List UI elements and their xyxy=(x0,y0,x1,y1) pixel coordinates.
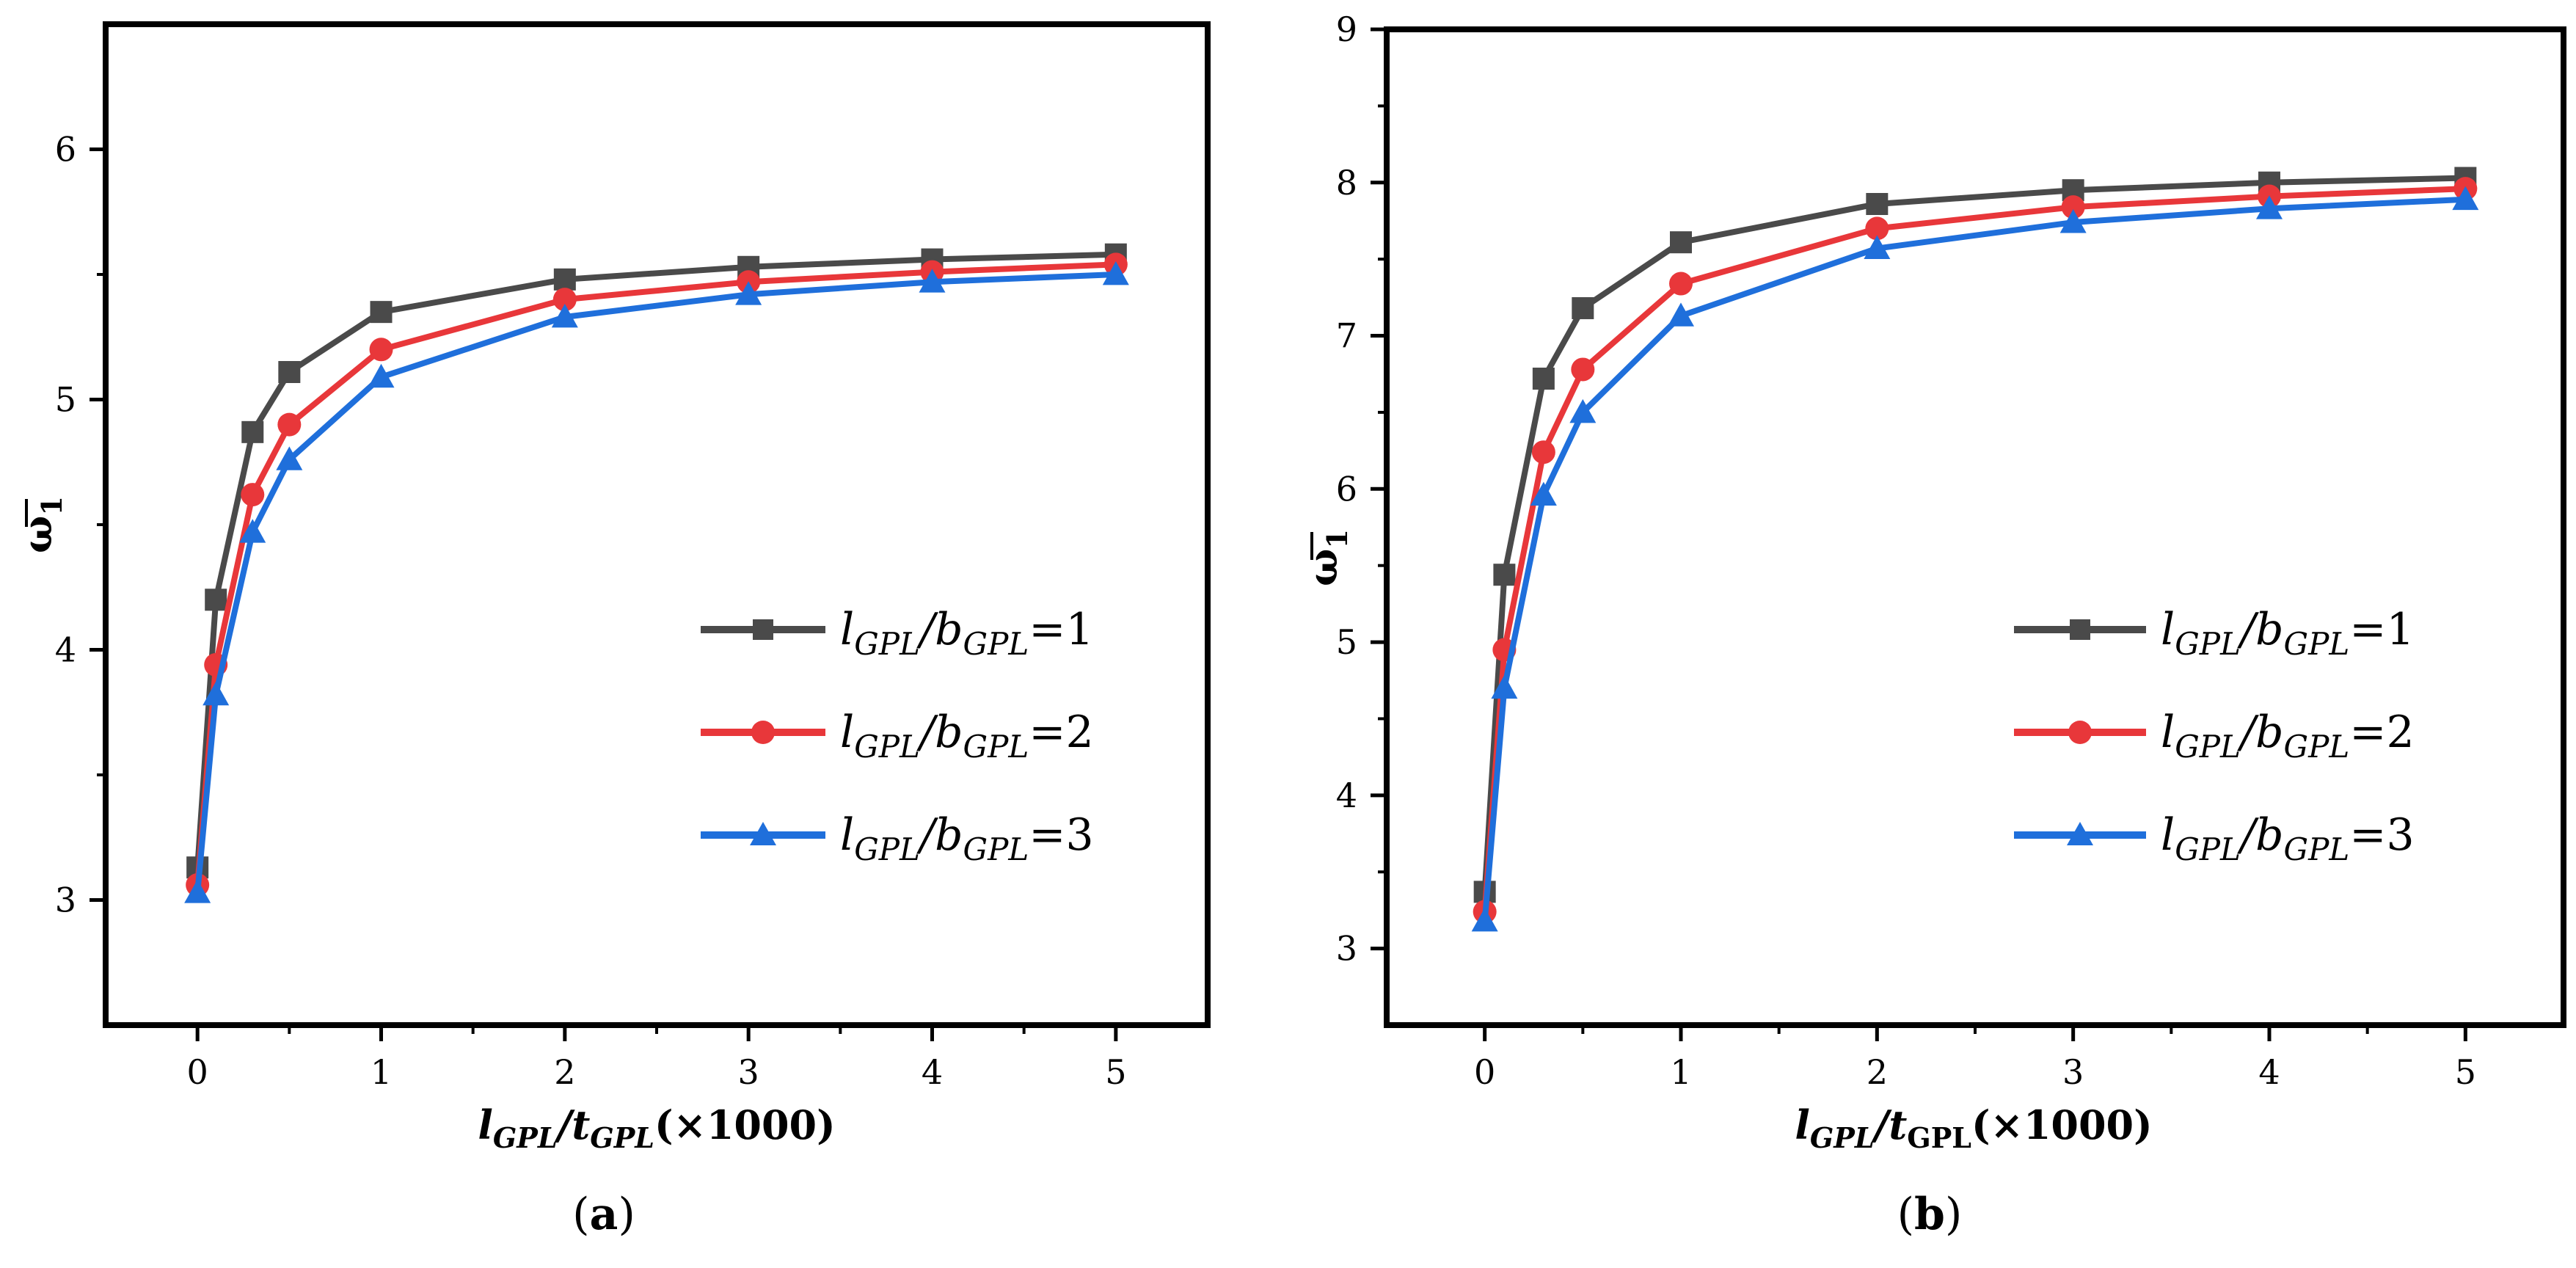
data-point-b-3 xyxy=(2452,186,2479,211)
series-line-a-1 xyxy=(194,251,1116,868)
series-line-b-1 xyxy=(1481,175,2466,892)
data-point-b-2 xyxy=(2061,195,2085,219)
legend-label-a-2: lGPL/bGPL=3 xyxy=(840,809,1094,867)
legend-marker-b-0 xyxy=(2070,619,2090,640)
series-line-b-3 xyxy=(1481,196,2466,922)
data-point-a-1 xyxy=(370,301,393,324)
x-tick-label-a: 0 xyxy=(187,1052,208,1092)
data-point-a-3 xyxy=(276,446,303,470)
y-tick-label-a: 6 xyxy=(55,130,76,170)
x-tick-label-a: 4 xyxy=(922,1052,943,1092)
data-point-b-2 xyxy=(1571,357,1595,382)
data-point-b-3 xyxy=(1530,481,1557,506)
data-point-b-1 xyxy=(1493,564,1516,586)
data-point-a-3 xyxy=(368,363,395,388)
legend-label-b-1: lGPL/bGPL=2 xyxy=(2161,707,2415,765)
data-point-b-1 xyxy=(1866,192,1889,215)
x-tick-label-a: 3 xyxy=(738,1052,759,1092)
data-point-b-2 xyxy=(1669,272,1693,296)
data-point-b-3 xyxy=(1491,674,1518,699)
data-point-a-3 xyxy=(202,681,230,706)
data-point-a-3 xyxy=(184,879,211,903)
data-point-b-2 xyxy=(1531,440,1555,464)
x-tick-label-a: 1 xyxy=(371,1052,392,1092)
data-point-a-1 xyxy=(553,268,576,291)
data-point-b-3 xyxy=(1668,302,1694,327)
data-point-a-2 xyxy=(277,412,302,437)
legend-marker-b-2 xyxy=(2067,822,2093,845)
data-point-b-3 xyxy=(1471,908,1498,932)
legend-label-b-0: lGPL/bGPL=1 xyxy=(2161,604,2415,662)
legend-marker-a-0 xyxy=(753,619,773,640)
y-tick-label-a: 4 xyxy=(55,630,76,670)
data-point-a-1 xyxy=(205,589,227,611)
data-point-a-1 xyxy=(241,420,264,443)
panel-label-a: (a) xyxy=(572,1189,635,1240)
data-point-a-2 xyxy=(552,288,577,312)
legend-marker-b-1 xyxy=(2068,721,2092,744)
series-line-b-2 xyxy=(1481,186,2466,912)
y-tick-label-b: 9 xyxy=(1336,10,1357,49)
data-point-a-3 xyxy=(1102,261,1129,285)
legend-label-a-1: lGPL/bGPL=2 xyxy=(840,707,1094,765)
data-point-b-3 xyxy=(1569,398,1597,423)
legend-label-a-0: lGPL/bGPL=1 xyxy=(840,604,1094,662)
x-axis-title-b: lGPL/tGPL(×1000) xyxy=(1795,1101,2152,1154)
legend-a: lGPL/bGPL=1 lGPL/bGPL=2 lGPL/bGPL=3 xyxy=(701,604,1094,867)
y-tick-label-b: 7 xyxy=(1336,316,1357,356)
y-tick-label-b: 6 xyxy=(1336,469,1357,509)
data-point-a-3 xyxy=(551,303,578,328)
x-tick-label-a: 5 xyxy=(1105,1052,1126,1092)
y-tick-label-b: 5 xyxy=(1336,622,1357,662)
x-tick-label-b: 1 xyxy=(1670,1052,1691,1092)
y-tick-label-a: 3 xyxy=(55,881,76,920)
data-point-a-2 xyxy=(369,338,393,362)
x-axis-title-a: lGPL/tGPL(×1000) xyxy=(478,1101,835,1154)
panel-a: 0 1 2 3 4 5 3 4 5 6 ω1 lGPL/tGPL(×1000) (a) lGPL/… xyxy=(14,21,1211,1240)
x-tick-label-b: 0 xyxy=(1474,1052,1495,1092)
legend-label-b-2: lGPL/bGPL=3 xyxy=(2161,809,2415,867)
data-point-b-3 xyxy=(1864,235,1891,259)
data-point-b-3 xyxy=(2059,209,2087,233)
data-point-b-1 xyxy=(1572,296,1594,319)
x-tick-label-b: 4 xyxy=(2258,1052,2280,1092)
data-point-b-1 xyxy=(1532,367,1555,390)
y-tick-label-b: 4 xyxy=(1336,776,1357,815)
y-axis-title-a: ω1 xyxy=(14,496,68,553)
data-point-a-3 xyxy=(239,519,266,543)
data-point-b-1 xyxy=(1670,231,1692,254)
x-tick-label-b: 2 xyxy=(1867,1052,1888,1092)
data-point-a-3 xyxy=(919,269,946,293)
legend-b: lGPL/bGPL=1 lGPL/bGPL=2 lGPL/bGPL=3 xyxy=(2014,604,2415,867)
legend-marker-a-1 xyxy=(751,721,775,744)
y-axis-title-b: ω1 xyxy=(1299,529,1354,586)
y-tick-label-b: 8 xyxy=(1336,163,1357,203)
x-tick-label-b: 5 xyxy=(2455,1052,2476,1092)
data-point-a-3 xyxy=(735,281,762,305)
series-line-a-2 xyxy=(194,261,1116,886)
plot-frame-a xyxy=(103,21,1211,1028)
panel-b: 0 1 2 3 4 5 3 4 5 6 7 8 9 ω1 lGPL/tGPL(×1000) (b) lG… xyxy=(1299,10,2566,1240)
x-tick-label-a: 2 xyxy=(554,1052,575,1092)
panel-label-b: (b) xyxy=(1897,1189,1963,1240)
data-point-a-1 xyxy=(278,360,301,383)
x-tick-label-b: 3 xyxy=(2062,1052,2084,1092)
data-point-b-2 xyxy=(1865,216,1889,241)
y-tick-label-a: 5 xyxy=(55,380,76,420)
legend-marker-a-2 xyxy=(750,822,776,845)
data-point-a-2 xyxy=(241,483,265,507)
series-line-a-3 xyxy=(194,272,1116,893)
y-tick-label-b: 3 xyxy=(1336,929,1357,969)
data-point-b-3 xyxy=(2256,195,2283,219)
